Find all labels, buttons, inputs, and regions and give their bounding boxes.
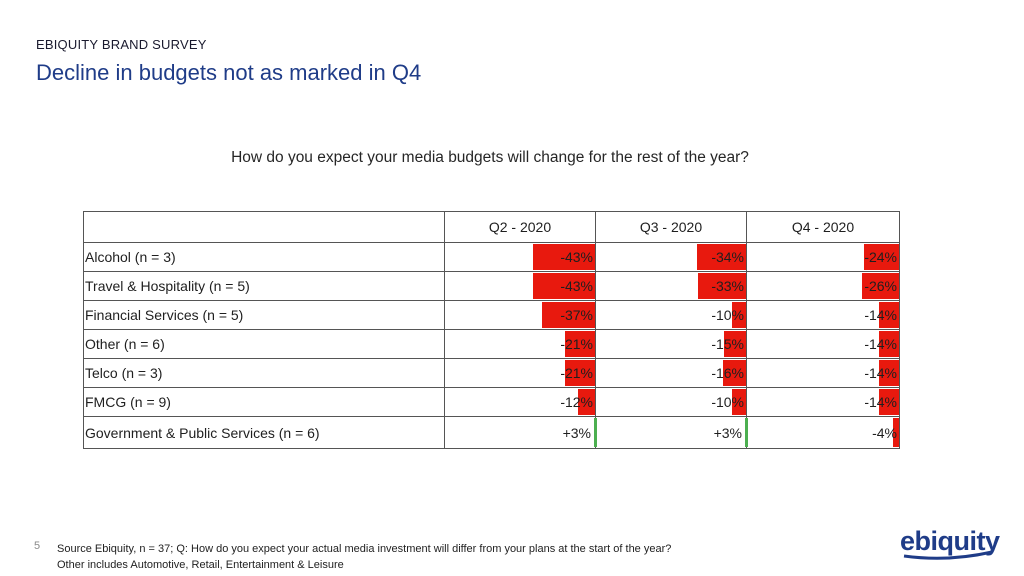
value-label: +3% xyxy=(713,424,742,441)
value-cell: -10% xyxy=(595,387,747,417)
negative-bar xyxy=(533,273,595,299)
survey-kicker: EBIQUITY BRAND SURVEY xyxy=(36,37,207,52)
table-row: Alcohol (n = 3) -43% -34% -24% xyxy=(83,242,900,272)
value-cell: -12% xyxy=(444,387,596,417)
ebiquity-logo: ebiquity xyxy=(900,526,1000,556)
value-cell: -21% xyxy=(444,358,596,388)
value-cell: -33% xyxy=(595,271,747,301)
value-label: -10% xyxy=(711,394,744,410)
value-cell: -26% xyxy=(746,271,900,301)
value-cell: +3% xyxy=(595,416,748,449)
chart-question: How do you expect your media budgets wil… xyxy=(231,149,749,166)
value-cell: -14% xyxy=(746,329,900,359)
negative-bar xyxy=(879,389,899,415)
data-table: Q2 - 2020 Q3 - 2020 Q4 - 2020 Alcohol (n… xyxy=(83,211,900,449)
table-header-row: Q2 - 2020 Q3 - 2020 Q4 - 2020 xyxy=(83,211,900,243)
negative-bar xyxy=(732,389,746,415)
value-label: -33% xyxy=(711,278,744,294)
value-cell: +3% xyxy=(444,416,597,449)
row-label: Telco (n = 3) xyxy=(83,358,445,388)
column-header: Q4 - 2020 xyxy=(746,211,900,243)
negative-bar xyxy=(879,302,899,328)
value-label: -21% xyxy=(560,365,593,381)
value-label: -14% xyxy=(864,307,897,323)
value-cell: -15% xyxy=(595,329,747,359)
table-row: Telco (n = 3) -21% -16% -14% xyxy=(83,358,900,388)
row-label: FMCG (n = 9) xyxy=(83,387,445,417)
negative-bar xyxy=(542,302,595,328)
value-cell: -16% xyxy=(595,358,747,388)
page-number: 5 xyxy=(34,540,41,552)
footer-notes: Source Ebiquity, n = 37; Q: How do you e… xyxy=(57,541,671,573)
value-cell: -34% xyxy=(595,242,747,272)
row-label: Alcohol (n = 3) xyxy=(83,242,445,272)
negative-bar xyxy=(724,331,746,357)
row-label: Government & Public Services (n = 6) xyxy=(83,416,445,449)
value-label: -12% xyxy=(560,394,593,410)
negative-bar xyxy=(862,273,899,299)
value-label: -43% xyxy=(560,278,593,294)
value-label: -37% xyxy=(560,307,593,323)
table-row: Travel & Hospitality (n = 5) -43% -33% -26% xyxy=(83,271,900,301)
negative-bar xyxy=(864,244,899,270)
negative-bar xyxy=(565,360,595,386)
value-cell: -43% xyxy=(444,271,596,301)
value-label: -34% xyxy=(711,249,744,265)
negative-bar xyxy=(698,273,746,299)
other-note: Other includes Automotive, Retail, Enter… xyxy=(57,559,344,571)
negative-bar xyxy=(697,244,746,270)
value-cell: -10% xyxy=(595,300,747,330)
column-header: Q3 - 2020 xyxy=(595,211,747,243)
value-label: -10% xyxy=(711,307,744,323)
negative-bar xyxy=(578,389,595,415)
value-cell: -14% xyxy=(746,300,900,330)
value-label: -14% xyxy=(864,365,897,381)
value-label: -14% xyxy=(864,336,897,352)
value-label: -26% xyxy=(864,278,897,294)
source-note: Source Ebiquity, n = 37; Q: How do you e… xyxy=(57,543,672,555)
value-cell: -24% xyxy=(746,242,900,272)
value-label: -14% xyxy=(864,394,897,410)
header-empty-cell xyxy=(83,211,445,243)
negative-bar xyxy=(723,360,746,386)
table-row: Financial Services (n = 5) -37% -10% -14% xyxy=(83,300,900,330)
row-label: Financial Services (n = 5) xyxy=(83,300,445,330)
value-label: -16% xyxy=(711,365,744,381)
page-title: Decline in budgets not as marked in Q4 xyxy=(36,60,422,85)
logo-swoosh-icon xyxy=(903,550,993,560)
table-row: Other (n = 6) -21% -15% -14% xyxy=(83,329,900,359)
value-cell: -14% xyxy=(746,387,900,417)
value-label: -15% xyxy=(711,336,744,352)
negative-bar xyxy=(893,418,899,447)
value-cell: -43% xyxy=(444,242,596,272)
negative-bar xyxy=(879,360,899,386)
row-label: Other (n = 6) xyxy=(83,329,445,359)
table-row: FMCG (n = 9) -12% -10% -14% xyxy=(83,387,900,417)
value-cell: -4% xyxy=(746,416,900,449)
value-cell: -14% xyxy=(746,358,900,388)
value-label: -24% xyxy=(864,249,897,265)
value-label: -4% xyxy=(872,424,897,441)
value-cell: -21% xyxy=(444,329,596,359)
table-row: Government & Public Services (n = 6) +3% +… xyxy=(83,416,900,449)
value-label: +3% xyxy=(562,424,591,441)
value-cell: -37% xyxy=(444,300,596,330)
negative-bar xyxy=(533,244,595,270)
negative-bar xyxy=(565,331,595,357)
value-label: -21% xyxy=(560,336,593,352)
negative-bar xyxy=(879,331,899,357)
value-label: -43% xyxy=(560,249,593,265)
column-header: Q2 - 2020 xyxy=(444,211,596,243)
negative-bar xyxy=(732,302,746,328)
budget-change-table: Q2 - 2020 Q3 - 2020 Q4 - 2020 Alcohol (n… xyxy=(83,211,900,451)
row-label: Travel & Hospitality (n = 5) xyxy=(83,271,445,301)
